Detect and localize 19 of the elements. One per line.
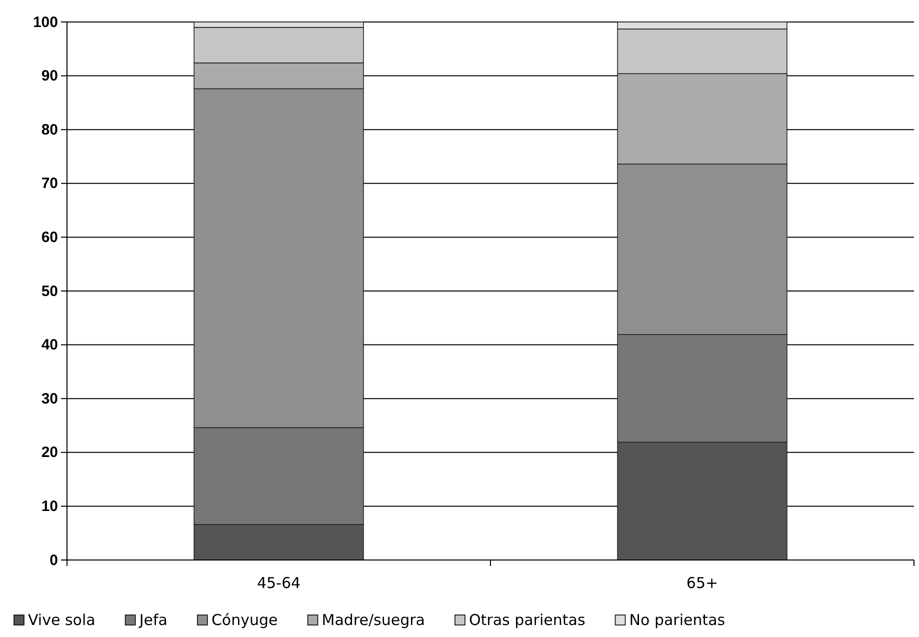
y-tick-label: 30 <box>41 390 58 408</box>
y-tick-label: 50 <box>41 282 58 300</box>
legend-label: Vive sola <box>28 611 96 629</box>
y-tick-label: 0 <box>50 552 58 569</box>
x-tick-label: 45-64 <box>256 574 301 592</box>
y-tick-label: 70 <box>41 175 58 192</box>
x-tick-label: 65+ <box>686 574 718 592</box>
legend-label: No parientas <box>629 611 726 629</box>
legend-label: Cónyuge <box>211 611 278 629</box>
y-tick-label: 90 <box>41 68 58 85</box>
y-tick-label: 60 <box>41 229 58 246</box>
y-tick-label: 40 <box>41 336 58 354</box>
legend-label: Jefa <box>138 611 168 629</box>
legend-label: Madre/suegra <box>322 611 425 629</box>
y-tick-label: 100 <box>32 14 58 31</box>
y-tick-label: 20 <box>41 444 58 462</box>
legend-label: Otras parientas <box>468 611 586 629</box>
y-tick-label: 80 <box>41 121 58 138</box>
y-tick-label: 10 <box>41 498 58 515</box>
